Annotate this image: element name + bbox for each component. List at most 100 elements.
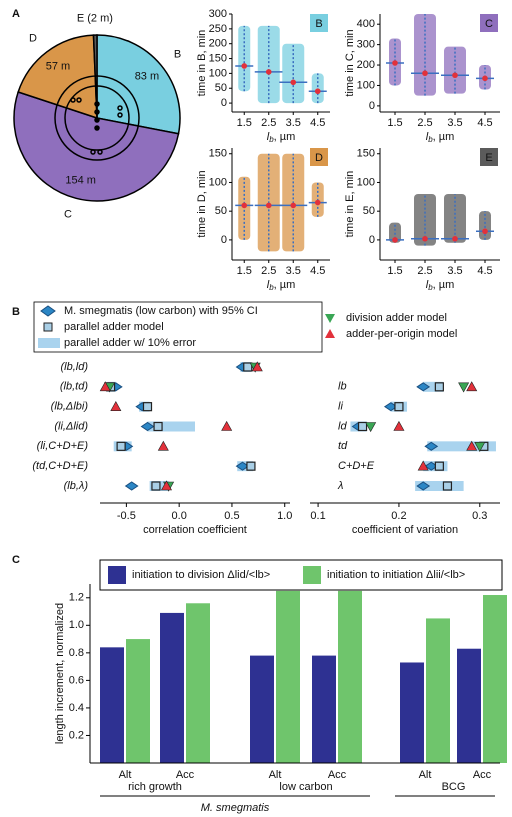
legend-label: parallel adder model	[64, 321, 164, 333]
x-tick-label: Alt	[119, 769, 132, 781]
x-tick-label: Acc	[176, 769, 195, 781]
x-tick-label: 0.1	[310, 510, 325, 522]
model-square	[116, 441, 126, 451]
x-tick-label: Alt	[419, 769, 432, 781]
x-tick-label: 0.5	[224, 510, 239, 522]
mean-marker	[265, 202, 272, 209]
legend-label: division adder model	[346, 312, 447, 324]
y-tick-label: 0.8	[69, 647, 84, 659]
panel-letter: C	[12, 554, 20, 566]
model-triangle	[365, 422, 377, 433]
group-label: rich growth	[128, 781, 182, 793]
bar	[426, 618, 450, 763]
y-tick-label: 1.0	[69, 619, 84, 631]
slice-label: E (2 m)	[77, 12, 113, 24]
x-tick-label: 1.5	[237, 117, 252, 129]
bar	[126, 639, 150, 763]
x-tick-label: 2.5	[417, 265, 432, 277]
y-tick-label: 0.6	[69, 674, 84, 686]
distribution	[389, 222, 401, 243]
legend-label: initiation to division Δlid/<lb>	[132, 569, 270, 581]
y-tick-label: 1.2	[69, 592, 84, 604]
mean-marker	[314, 199, 321, 206]
bar	[312, 655, 336, 763]
x-tick-label: 0.2	[391, 510, 406, 522]
legend-label: adder-per-origin model	[346, 328, 457, 340]
row-label: (lb,λ)	[64, 480, 89, 492]
x-label-var: l	[426, 131, 429, 143]
y-tick-label: 50	[215, 205, 227, 217]
x-label-sub: b	[269, 283, 274, 292]
distribution	[479, 211, 491, 240]
x-tick-label: 4.5	[477, 117, 492, 129]
x-tick-label: 3.5	[447, 117, 462, 129]
model-triangle	[157, 440, 169, 451]
bar	[483, 595, 507, 763]
row-label: (lb,td)	[60, 381, 88, 393]
error-band	[147, 421, 195, 432]
x-label-var: l	[267, 131, 270, 143]
panel-tag: E	[485, 152, 492, 164]
panel-tag-box	[310, 148, 328, 166]
data-diamond	[124, 481, 139, 491]
model-triangle	[466, 381, 478, 392]
legend-swatch	[40, 305, 56, 317]
mean-marker	[452, 235, 458, 242]
model-triangle	[458, 382, 470, 393]
mean-marker	[392, 60, 398, 66]
data-diamond	[424, 441, 439, 451]
mean-marker	[241, 202, 248, 209]
x-label-unit: , µm	[274, 131, 296, 143]
y-tick-label: 0.4	[69, 702, 84, 714]
supergroup-label: M. smegmatis	[201, 802, 270, 814]
x-tick-label: Acc	[328, 769, 347, 781]
legend-swatch	[325, 329, 335, 338]
bar	[276, 590, 300, 763]
x-tick-label: 2.5	[261, 265, 276, 277]
model-square	[357, 421, 368, 432]
x-tick-label: 3.5	[286, 265, 301, 277]
y-tick-label: 100	[357, 79, 375, 91]
row-label: (td,C+D+E)	[32, 460, 88, 472]
panel-letter: B	[12, 306, 20, 318]
y-axis-label: length increment, normalized	[54, 603, 66, 744]
x-axis-label: lb, µm	[426, 279, 455, 292]
error-band	[423, 381, 444, 392]
y-tick-label: 150	[209, 148, 227, 160]
x-tick-label: 1.0	[277, 510, 292, 522]
mean-marker	[482, 75, 488, 82]
y-tick-label: 200	[357, 59, 375, 71]
y-tick-label: 100	[209, 67, 227, 79]
y-tick-label: 200	[209, 38, 227, 50]
y-tick-label: 0	[369, 100, 375, 112]
x-tick-label: Alt	[269, 769, 282, 781]
panel-tag: B	[315, 18, 322, 30]
model-square	[442, 481, 453, 491]
x-tick-label: Acc	[473, 769, 492, 781]
slice-value-label: 57 m	[46, 60, 70, 72]
y-tick-label: 100	[357, 176, 375, 188]
x-label-unit: , µm	[433, 131, 455, 143]
x-label-unit: , µm	[274, 279, 296, 291]
x-label-sub: b	[428, 135, 433, 144]
model-square	[151, 481, 161, 491]
row-label: td	[338, 440, 348, 452]
y-tick-label: 300	[357, 39, 375, 51]
legend-label: parallel adder w/ 10% error	[64, 337, 196, 349]
legend-box	[99, 559, 503, 591]
bar	[160, 612, 184, 763]
y-axis-label: time in D, min	[196, 170, 208, 237]
y-axis-label: time in E, min	[344, 171, 356, 238]
mean-marker	[314, 88, 321, 95]
x-tick-label: 0.3	[472, 510, 487, 522]
bar	[250, 655, 274, 763]
legend-label: M. smegmatis (low carbon) with 95% CI	[64, 305, 258, 317]
row-label: (lb,ld)	[60, 361, 88, 373]
error-band	[415, 481, 464, 491]
panel-tag-box	[310, 14, 328, 32]
panel-tag: D	[315, 152, 323, 164]
x-tick-label: 3.5	[447, 265, 462, 277]
x-tick-label: 0.0	[172, 510, 187, 522]
legend-swatch	[325, 314, 335, 323]
x-tick-label: 1.5	[387, 117, 402, 129]
